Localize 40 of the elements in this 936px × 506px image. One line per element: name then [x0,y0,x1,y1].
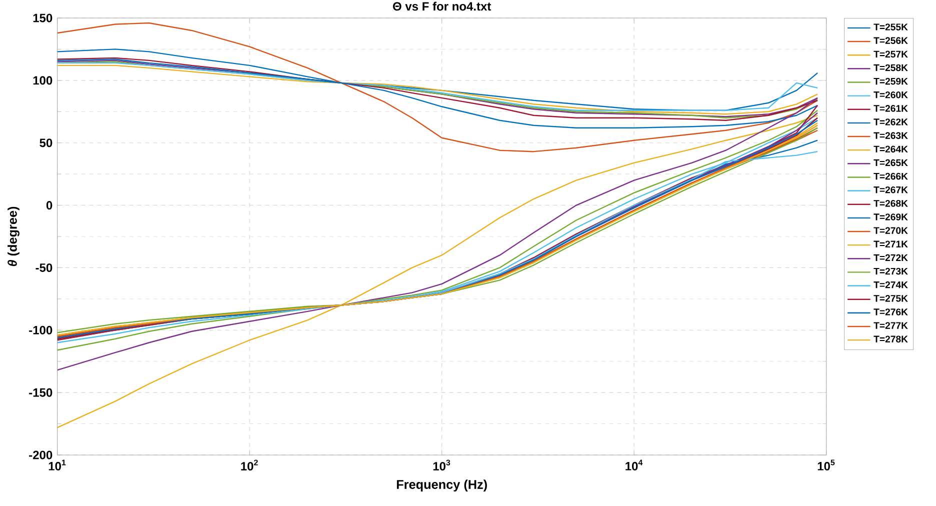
legend-label: T=274K [874,281,908,288]
x-tick-label: 10$^{1}$ [48,460,66,470]
x-tick-label: 10$^{4}$ [626,460,643,470]
y-tick-label: 100 [33,76,52,85]
legend-label: T=260K [874,91,908,98]
legend-label: T=276K [874,308,908,316]
legend-label: T=273K [874,268,908,275]
x-tick-label: 10$^{2}$ [241,460,258,471]
x-tick-label: 10$^{5}$ [818,460,835,470]
legend-label: T=256K [874,37,908,44]
legend-label: T=264K [874,146,908,153]
y-tick-label: -150 [29,388,52,397]
legend-label: T=262K [874,118,908,126]
legend-label: T=258K [874,64,908,72]
legend-label: T=267K [874,186,908,194]
x-tick-label: 10$^{3}$ [433,460,450,471]
y-tick-label: -100 [29,326,52,334]
y-tick-label: 150 [33,14,52,22]
legend-label: T=257K [874,50,908,58]
y-tick-label: 50 [40,138,52,148]
y-tick-label: -200 [29,450,52,460]
x-axis-title: Frequency (Hz) [396,480,487,492]
y-tick-label: -50 [36,263,52,272]
legend-label: T=266K [874,172,908,180]
legend-label: T=277K [874,322,908,329]
y-axis-title: θ (degree) [8,206,20,266]
legend-label: T=259K [874,78,908,85]
legend-label: T=261K [874,105,908,112]
legend-label: T=270K [874,227,908,234]
legend-label: T=255K [874,24,908,30]
legend-label: T=269K [874,214,908,220]
y-tick-label: 0 [46,201,52,210]
legend-label: T=272K [874,254,908,261]
legend-label: T=263K [874,132,908,139]
legend-label: T=278K [874,336,908,342]
chart-title: Θ vs F for no4.txt [393,2,492,11]
legend-label: T=265K [874,159,908,166]
legend-label: T=271K [874,240,908,248]
legend-label: T=268K [874,200,908,207]
legend-label: T=275K [874,295,908,302]
